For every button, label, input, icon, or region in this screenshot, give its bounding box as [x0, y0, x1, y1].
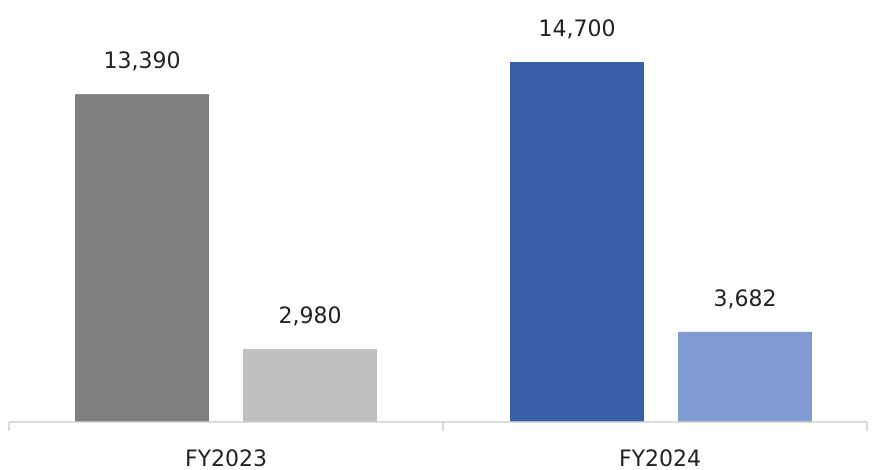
data-labels-layer: 13,390 2,980 14,700 3,682 — [104, 17, 777, 329]
bar-fy2024-a — [510, 62, 644, 422]
bar-fy2023-a — [75, 94, 209, 422]
x-tick-label-fy2024: FY2024 — [619, 447, 701, 470]
x-tick-label-fy2023: FY2023 — [185, 447, 267, 470]
data-label-fy2023-a: 13,390 — [104, 49, 181, 74]
bar-fy2023-b — [243, 349, 377, 422]
data-label-fy2023-b: 2,980 — [279, 304, 342, 329]
bar-fy2024-b — [678, 331, 812, 422]
bars-layer — [75, 62, 812, 422]
x-axis: FY2023 FY2024 — [8, 421, 868, 470]
data-label-fy2024-a: 14,700 — [539, 17, 616, 42]
data-label-fy2024-b: 3,682 — [714, 287, 777, 312]
